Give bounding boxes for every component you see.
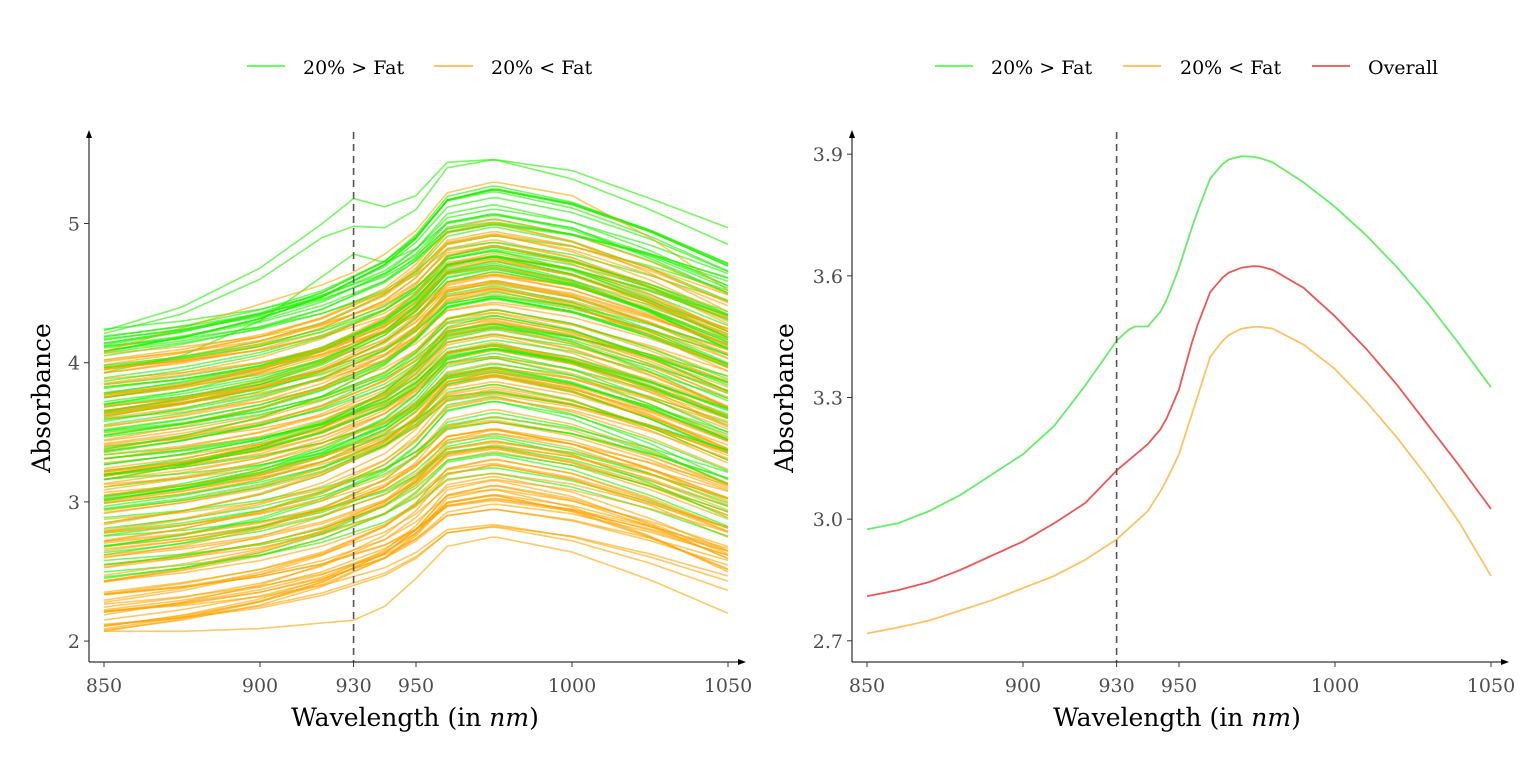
spectrum-low-fat (103, 421, 729, 534)
x-tick-label: 850 (86, 675, 122, 697)
legend-right: 20% > Fat 20% < Fat Overall (935, 57, 1438, 79)
spectrum-high-fat (103, 421, 729, 519)
spectrum-low-fat (103, 429, 729, 582)
y-axis-title: Absorbance (27, 323, 56, 474)
x-tick-label: 1050 (1467, 675, 1515, 697)
spectrum-high-fat (103, 271, 729, 423)
left-chart: 20% > Fat 20% < Fat 850 900 930 950 1000 1050… (27, 57, 752, 732)
spectrum-high-fat (103, 159, 729, 335)
spectrum-low-fat (103, 319, 729, 446)
spectra-curves (103, 158, 729, 633)
y-tick-label: 3.9 (813, 144, 843, 166)
spectrum-low-fat (103, 274, 729, 385)
y-tick-label: 5 (68, 214, 80, 236)
spectrum-low-fat (103, 445, 729, 550)
mean-high-fat-line (866, 155, 1492, 531)
spectrum-low-fat (103, 523, 729, 612)
spectrum-low-fat (103, 283, 729, 380)
spectrum-high-fat (103, 314, 729, 434)
spectrum-high-fat (103, 452, 729, 566)
right-chart: 20% > Fat 20% < Fat Overall 850 900 930 950… (770, 57, 1515, 732)
spectrum-high-fat (103, 213, 729, 357)
spectrum-low-fat (103, 525, 729, 627)
spectrum-low-fat (103, 462, 729, 566)
spectrum-low-fat (103, 388, 729, 543)
spectrum-low-fat (103, 356, 729, 464)
x-tick-label: 1050 (704, 675, 752, 697)
spectrum-low-fat (103, 181, 729, 353)
spectrum-high-fat (103, 264, 729, 386)
spectrum-low-fat (103, 442, 729, 544)
spectrum-low-fat (103, 446, 729, 556)
spectrum-low-fat (103, 374, 729, 496)
spectrum-high-fat (103, 454, 729, 578)
y-tick-label: 4 (68, 353, 80, 375)
spectrum-high-fat (103, 256, 729, 369)
mean-overall-line (866, 265, 1492, 598)
x-axis-title: Wavelength (in nm) (1053, 703, 1301, 732)
y-tick-label: 3.0 (813, 509, 843, 531)
legend-label-high-fat: 20% > Fat (991, 57, 1092, 79)
y-tick-label: 2.7 (813, 631, 843, 653)
legend-label-low-fat: 20% < Fat (1180, 57, 1281, 79)
spectrum-low-fat (103, 326, 729, 456)
x-tick-label: 900 (242, 675, 278, 697)
axis-ticks: 850 900 930 950 1000 1050 2.7 3.0 3.3 3.6 3.9 (813, 144, 1515, 697)
spectrum-low-fat (103, 494, 729, 627)
spectrum-low-fat (103, 370, 729, 526)
spectrum-low-fat (103, 478, 729, 594)
legend-label-high-fat: 20% > Fat (303, 57, 404, 79)
spectrum-low-fat (103, 311, 729, 411)
legend-left: 20% > Fat 20% < Fat (247, 57, 592, 79)
spectrum-high-fat (103, 158, 729, 332)
y-tick-label: 3.6 (813, 266, 843, 288)
spectrum-low-fat (103, 333, 729, 460)
spectrum-high-fat (103, 339, 729, 466)
spectrum-low-fat (103, 398, 729, 533)
spectrum-low-fat (103, 245, 729, 398)
spectrum-high-fat (103, 208, 729, 341)
spectrum-high-fat (103, 383, 729, 511)
spectrum-low-fat (103, 472, 729, 583)
mean-spectra-curves (866, 155, 1492, 635)
y-tick-label: 3.3 (813, 388, 843, 410)
spectrum-low-fat (103, 508, 729, 605)
spectrum-low-fat (103, 223, 729, 363)
spectrum-high-fat (103, 269, 729, 403)
spectrum-high-fat (103, 246, 729, 383)
x-tick-label: 1000 (1311, 675, 1359, 697)
spectrum-high-fat (103, 224, 729, 337)
spectrum-low-fat (103, 280, 729, 416)
spectrum-low-fat (103, 386, 729, 514)
y-axis-title: Absorbance (770, 323, 799, 474)
spectrum-high-fat (103, 250, 729, 367)
spectrum-high-fat (103, 348, 729, 460)
x-tick-label: 950 (398, 675, 434, 697)
y-tick-label: 3 (68, 492, 80, 514)
spectrum-low-fat (104, 536, 729, 633)
spectrum-low-fat (103, 367, 729, 488)
spectrum-low-fat (103, 281, 729, 428)
x-tick-label: 950 (1161, 675, 1197, 697)
legend-label-overall: Overall (1368, 57, 1438, 79)
spectrum-low-fat (103, 293, 729, 408)
spectrum-low-fat (103, 341, 729, 491)
axis-ticks: 850 900 930 950 1000 1050 2 3 4 5 (68, 214, 752, 697)
x-tick-label: 900 (1005, 675, 1041, 697)
spectrum-low-fat (103, 459, 729, 601)
mean-low-fat-line (866, 326, 1492, 635)
x-axis-title: Wavelength (in nm) (291, 703, 539, 732)
spectrum-low-fat (103, 440, 729, 569)
y-tick-label: 2 (68, 631, 80, 653)
x-tick-label: 930 (335, 675, 371, 697)
spectrum-high-fat (103, 347, 729, 476)
legend-label-low-fat: 20% < Fat (491, 57, 592, 79)
spectrum-high-fat (103, 357, 729, 500)
spectrum-low-fat (103, 451, 729, 582)
x-tick-label: 1000 (548, 675, 596, 697)
spectrum-high-fat (103, 241, 729, 348)
x-tick-label: 930 (1098, 675, 1134, 697)
x-tick-label: 850 (849, 675, 885, 697)
